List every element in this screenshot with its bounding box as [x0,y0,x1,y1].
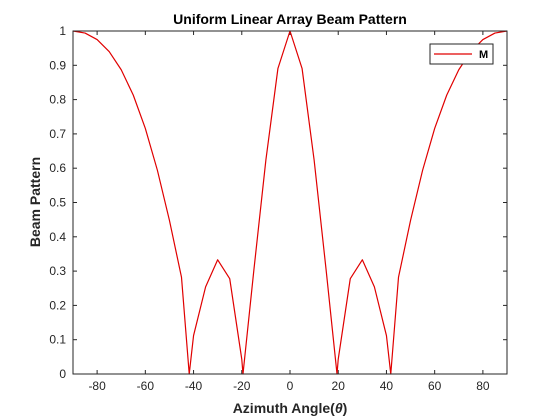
x-tick-label: -80 [88,379,106,393]
x-axis-label-suffix: ) [343,400,348,416]
chart-title: Uniform Linear Array Beam Pattern [173,11,407,27]
x-tick-label: 40 [380,379,394,393]
y-axis-label: Beam Pattern [27,157,43,247]
y-tick-label: 0.1 [49,333,66,347]
legend-label-m: M [479,49,488,61]
x-tick-label: 0 [287,379,294,393]
y-tick-label: 1 [59,24,66,38]
plot-frame [72,30,508,375]
x-tick-label: 20 [332,379,346,393]
y-tick-label: 0.6 [49,161,66,175]
y-tick-label: 0.3 [49,264,66,278]
y-tick-label: 0.9 [49,58,66,72]
x-tick-label: -40 [185,379,203,393]
y-tick-label: 0.4 [49,230,66,244]
y-tick-label: 0.5 [49,196,66,210]
x-axis-ticks: -80 -60 -40 -20 0 20 40 60 80 [88,31,490,393]
x-axis-label: Azimuth Angle(θ) [233,400,348,416]
y-tick-label: 0.7 [49,127,66,141]
y-tick-label: 0.2 [49,298,66,312]
plot-area [73,31,507,374]
y-axis-ticks: 0 0.1 0.2 0.3 0.4 0.5 0.6 0.7 0.8 0.9 1 [49,24,507,381]
x-tick-label: -20 [233,379,251,393]
x-tick-label: 80 [476,379,490,393]
x-axis-label-symbol: θ [335,400,343,416]
y-tick-label: 0 [59,367,66,381]
x-tick-label: -60 [137,379,155,393]
y-tick-label: 0.8 [49,93,66,107]
legend: M [429,43,494,65]
x-axis-label-prefix: Azimuth Angle( [233,400,335,416]
x-tick-label: 60 [428,379,442,393]
